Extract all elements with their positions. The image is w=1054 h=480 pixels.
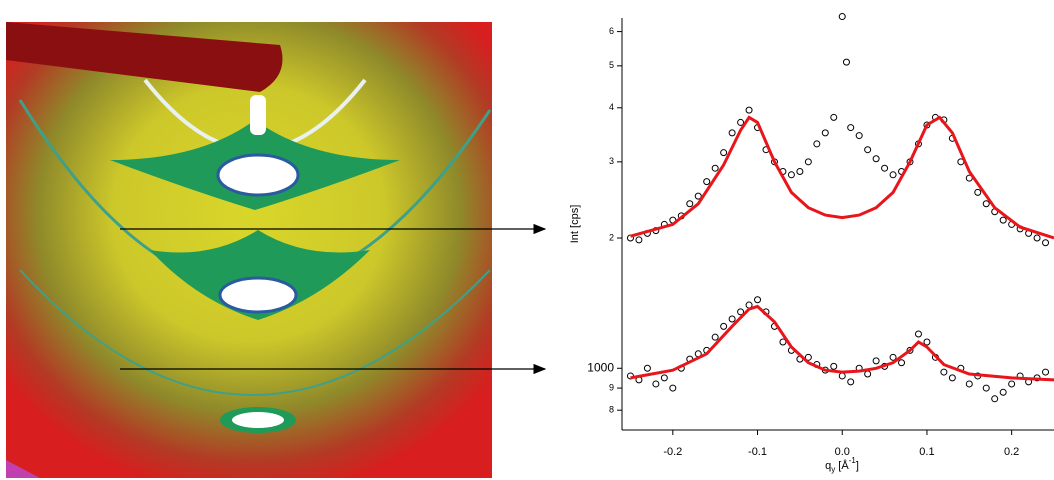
y-tick-label: 6 [609, 26, 614, 36]
data-point [889, 171, 897, 179]
data-point [635, 236, 643, 244]
data-point [1042, 368, 1050, 376]
data-point [779, 338, 787, 346]
data-point [838, 372, 846, 380]
data-point [965, 380, 973, 388]
data-point [830, 113, 838, 121]
data-point [711, 333, 719, 341]
data-point [872, 155, 880, 163]
y-tick-label: 8 [609, 405, 614, 415]
data-point [1042, 239, 1050, 247]
data-point [804, 353, 812, 361]
x-axis-label-part: ] [856, 460, 859, 472]
data-point [999, 216, 1007, 224]
x-tick-label: -0.1 [748, 446, 767, 458]
data-point [974, 188, 982, 196]
x-tick-label: -0.2 [663, 446, 682, 458]
data-point [847, 378, 855, 386]
x-axis-label: qy [Å-1] [825, 456, 859, 474]
x-axis-label-part: [Å [835, 459, 849, 472]
data-point [796, 167, 804, 175]
data-point [914, 330, 922, 338]
data-point [660, 374, 668, 382]
data-point [686, 200, 694, 208]
data-point [898, 359, 906, 367]
data-point [923, 338, 931, 346]
y-tick-label: 2 [609, 232, 614, 242]
y-axis-label: Int [cps] [569, 205, 581, 244]
y-tick-label: 9 [609, 382, 614, 392]
x-axis-label-part: -1 [849, 456, 857, 465]
x-tick-label: 0.1 [919, 446, 934, 458]
x-axis-label-part: q [825, 460, 831, 472]
data-point [991, 395, 999, 403]
data-point [838, 13, 846, 21]
x-tick-label: 0.2 [1004, 446, 1019, 458]
fit-line [630, 115, 1054, 240]
data-point [864, 146, 872, 154]
data-point [711, 164, 719, 172]
data-point [847, 124, 855, 132]
data-point [745, 106, 753, 114]
data-point [737, 118, 745, 126]
y-tick-label: 4 [609, 102, 614, 112]
data-point [982, 384, 990, 392]
data-point [1008, 380, 1016, 388]
data-point [889, 353, 897, 361]
data-point [855, 132, 863, 140]
data-point [754, 296, 762, 304]
data-point [940, 368, 948, 376]
data-point [720, 149, 728, 157]
data-point [669, 384, 677, 392]
data-point [872, 357, 880, 365]
data-point [1033, 234, 1041, 242]
data-point [821, 129, 829, 137]
data-point [643, 364, 651, 372]
fit-line [630, 304, 1054, 382]
detector-image [6, 22, 492, 478]
data-point [737, 308, 745, 316]
data-point [999, 388, 1007, 396]
x-axis-label-part: y [831, 465, 835, 474]
data-point [864, 370, 872, 378]
data-point [652, 380, 660, 388]
data-point [728, 315, 736, 323]
x-tick-label: 0.0 [835, 446, 850, 458]
data-point [694, 192, 702, 200]
data-point [948, 374, 956, 382]
data-point [720, 322, 728, 330]
data-point [813, 140, 821, 148]
y-tick-label: 5 [609, 60, 614, 70]
data-point [728, 129, 736, 137]
data-point [830, 362, 838, 370]
y-tick-label: 1000 [587, 360, 614, 374]
data-point [787, 171, 795, 179]
data-point [703, 178, 711, 186]
data-point [881, 164, 889, 172]
data-point [906, 346, 914, 354]
data-point [842, 58, 850, 66]
y-tick-label: 3 [609, 156, 614, 166]
data-point [804, 158, 812, 166]
data-point [982, 200, 990, 208]
